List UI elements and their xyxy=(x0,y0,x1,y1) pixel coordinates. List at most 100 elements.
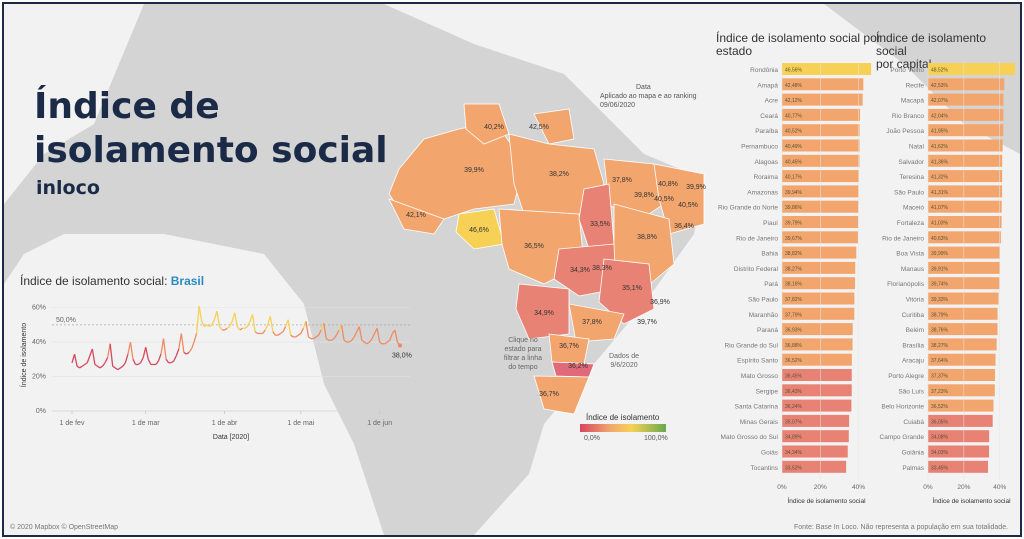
ranking-bar[interactable] xyxy=(782,338,853,351)
ranking-bar[interactable] xyxy=(782,414,850,427)
state-value-label: 40,2% xyxy=(484,124,504,131)
line-chart-title-highlight[interactable]: Brasil xyxy=(170,274,205,288)
map-attribution[interactable]: © 2020 Mapbox © OpenStreetMap xyxy=(10,524,118,531)
ranking-bar[interactable] xyxy=(782,430,849,443)
map-date-note[interactable]: Aplicado ao mapa e ao ranking xyxy=(600,93,697,100)
ranking-bar[interactable] xyxy=(928,231,1001,244)
state-value-label: 36,7% xyxy=(539,391,559,398)
ranking-category-label: Rio Grande do Norte xyxy=(718,205,778,212)
ranking-bar[interactable] xyxy=(928,108,1004,121)
state-value-label: 46,6% xyxy=(469,227,489,234)
ranking-x-axis-label: Índice de isolamento social xyxy=(932,496,1011,504)
ranking-bar[interactable] xyxy=(782,445,848,458)
state-northeast[interactable] xyxy=(653,163,705,235)
ranking-bar[interactable] xyxy=(928,307,998,320)
state-minas[interactable] xyxy=(598,258,655,325)
ranking-category-label: São Paulo xyxy=(748,297,778,304)
ranking-bar[interactable] xyxy=(928,384,995,397)
y-tick-label: 0% xyxy=(36,408,46,415)
ranking-bar[interactable] xyxy=(928,139,1003,152)
map-date-value[interactable]: 09/06/2020 xyxy=(600,102,636,109)
ranking-bar[interactable] xyxy=(928,124,1004,137)
ranking-bar[interactable] xyxy=(928,200,1002,213)
ranking-value-label: 41,62% xyxy=(931,144,949,150)
ranking-bar[interactable] xyxy=(782,231,858,244)
state-roraima[interactable] xyxy=(463,103,510,145)
ranking-bar[interactable] xyxy=(928,292,999,305)
ranking-bar[interactable] xyxy=(782,369,852,381)
ranking-bar[interactable] xyxy=(782,63,872,75)
series-end-point[interactable] xyxy=(398,343,402,348)
ranking-bar[interactable] xyxy=(782,323,853,336)
ranking-value-label: 39,33% xyxy=(931,297,949,303)
ranking-bar[interactable] xyxy=(928,216,1002,228)
ranking-bar[interactable] xyxy=(782,108,861,121)
ranking-bar[interactable] xyxy=(782,460,847,473)
ranking-value-label: 39,91% xyxy=(931,266,949,272)
capital-ranking-chart[interactable]: Porto Velho 48,52% Recife 42,53% Macapá 42,07… xyxy=(866,59,1016,504)
ranking-bar[interactable] xyxy=(928,460,989,473)
data-note-line: 9/6/2020 xyxy=(610,362,638,369)
ranking-bar[interactable] xyxy=(782,78,864,91)
ranking-bar[interactable] xyxy=(782,246,857,259)
ranking-bar[interactable] xyxy=(928,414,993,427)
ranking-bar[interactable] xyxy=(782,277,856,290)
ranking-bar[interactable] xyxy=(928,170,1003,183)
ranking-bar[interactable] xyxy=(928,63,1016,75)
series-segment xyxy=(162,338,167,360)
series-segment xyxy=(137,362,142,366)
ranking-bar[interactable] xyxy=(782,384,852,397)
ranking-bar[interactable] xyxy=(928,445,990,458)
series-segment xyxy=(109,343,114,367)
state-ranking-title-line: estado xyxy=(716,44,753,58)
ranking-bar[interactable] xyxy=(782,261,856,274)
ranking-category-label: Belém xyxy=(906,327,924,334)
ranking-bar[interactable] xyxy=(928,93,1004,106)
state-value-label: 36,2% xyxy=(568,363,588,370)
series-segment xyxy=(254,331,258,334)
series-segment xyxy=(160,338,165,355)
series-segment xyxy=(351,336,355,341)
ranking-category-label: Porto Velho xyxy=(890,67,924,74)
legend-color-scale[interactable] xyxy=(580,424,666,434)
state-acre[interactable] xyxy=(388,198,445,235)
ranking-bar[interactable] xyxy=(782,307,855,320)
state-rs[interactable] xyxy=(533,375,590,415)
ranking-bar[interactable] xyxy=(928,338,997,351)
ranking-category-label: Brasília xyxy=(902,342,924,349)
ranking-value-label: 36,05% xyxy=(931,419,949,425)
ranking-bar[interactable] xyxy=(928,430,990,443)
ranking-category-label: Rio de Janeiro xyxy=(882,235,924,242)
ranking-bar[interactable] xyxy=(928,353,996,366)
ranking-bar[interactable] xyxy=(928,154,1003,167)
ranking-bar[interactable] xyxy=(782,353,852,366)
click-hint-line: estado para xyxy=(504,346,542,353)
line-chart[interactable]: 0% 20% 40% 60% 50,0% 38,0% 1 de fev 1 de mar 1 d… xyxy=(12,289,420,454)
series-segment xyxy=(155,360,159,365)
series-segment xyxy=(343,339,347,343)
state-rondonia[interactable] xyxy=(455,208,505,250)
state-amapa[interactable] xyxy=(533,108,575,145)
series-segment xyxy=(353,331,358,338)
ranking-bar[interactable] xyxy=(782,154,860,167)
ranking-bar[interactable] xyxy=(782,399,852,412)
ranking-bar[interactable] xyxy=(928,369,996,381)
ranking-bar[interactable] xyxy=(782,124,860,137)
ranking-bar[interactable] xyxy=(782,139,860,152)
state-goias[interactable] xyxy=(553,243,617,297)
brazil-map[interactable] xyxy=(388,103,705,415)
ranking-bar[interactable] xyxy=(782,292,855,305)
map-click-hint: Clique no estado para filtrar a linha do… xyxy=(494,336,552,372)
ranking-bar[interactable] xyxy=(928,323,998,336)
ranking-bar[interactable] xyxy=(928,399,994,412)
series-segment xyxy=(180,333,185,353)
series-segment xyxy=(389,333,393,341)
y-axis-label: Índice de isolamento xyxy=(19,323,28,387)
state-sp[interactable] xyxy=(568,303,625,343)
ranking-bar[interactable] xyxy=(928,185,1003,198)
ranking-bar[interactable] xyxy=(928,78,1005,91)
state-ranking-chart[interactable]: Rondônia 46,56% Amapá 42,48% Acre 42,12% Ceará… xyxy=(704,59,874,504)
ranking-bar[interactable] xyxy=(782,93,863,106)
ranking-category-label: Teresina xyxy=(899,174,924,181)
series-segment xyxy=(122,362,126,367)
